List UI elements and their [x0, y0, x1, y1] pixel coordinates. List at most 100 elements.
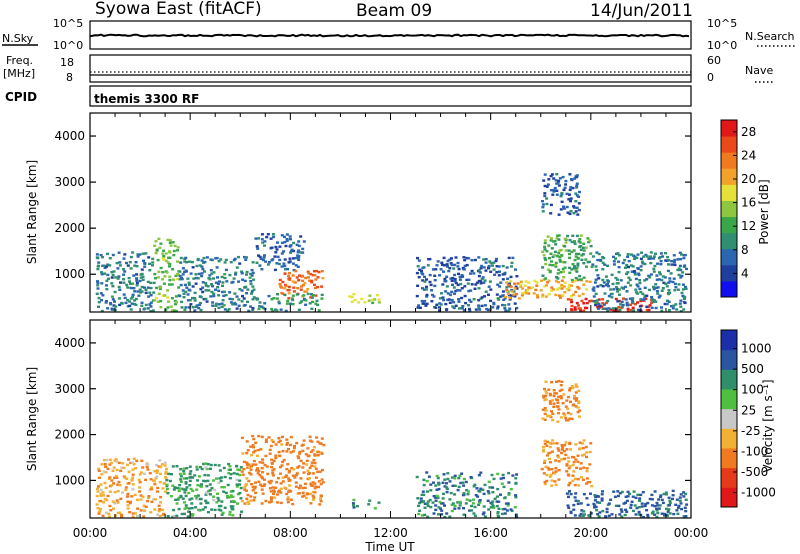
data-cell [630, 500, 634, 503]
data-cell [678, 264, 682, 268]
data-cell [146, 468, 150, 471]
data-cell [465, 278, 469, 282]
data-cell [465, 489, 469, 492]
data-cell [534, 288, 538, 292]
data-cell [571, 186, 575, 190]
data-cell [120, 515, 124, 518]
data-cell [626, 495, 630, 498]
x-tick-label: 12:00 [373, 526, 408, 540]
colorbar-swatch [721, 120, 737, 137]
data-cell [501, 473, 505, 477]
data-cell [304, 496, 308, 500]
data-cell [136, 498, 139, 502]
data-cell [144, 288, 148, 292]
data-cell [678, 496, 682, 499]
data-cell [553, 263, 557, 267]
data-cell [470, 283, 474, 286]
data-cell [438, 500, 442, 504]
data-cell [649, 273, 653, 276]
data-cell [311, 300, 315, 304]
nsearch-tick-bottom: 10^0 [707, 39, 737, 52]
data-cell [311, 498, 315, 501]
data-cell [505, 288, 509, 292]
data-cell [221, 299, 225, 302]
data-cell [242, 297, 246, 300]
data-cell [261, 492, 265, 495]
data-cell [182, 467, 186, 470]
data-cell [210, 290, 214, 294]
data-cell [299, 459, 303, 463]
data-cell [249, 499, 253, 502]
data-cell [309, 482, 313, 485]
data-cell [144, 303, 148, 307]
data-cell [513, 282, 517, 285]
data-cell [105, 458, 109, 462]
data-cell [665, 302, 669, 306]
data-cell [556, 456, 560, 459]
colorbar-swatch [721, 349, 737, 370]
data-cell [182, 292, 186, 295]
data-cell [193, 299, 197, 302]
data-cell [581, 454, 584, 457]
data-cell [251, 261, 255, 264]
data-cell [256, 454, 259, 457]
data-cell [135, 459, 139, 463]
data-cell [655, 509, 659, 512]
data-cell [489, 299, 493, 303]
data-cell [493, 273, 497, 276]
data-cell [217, 464, 221, 467]
data-cell [594, 303, 598, 307]
data-cell [448, 498, 452, 501]
data-cell [109, 461, 113, 465]
data-cell [221, 290, 224, 294]
data-cell [545, 197, 549, 200]
data-cell [220, 513, 224, 516]
data-cell [267, 294, 271, 298]
data-cell [148, 472, 152, 475]
data-cell [576, 502, 580, 505]
data-cell [547, 468, 551, 471]
data-cell [507, 493, 511, 496]
data-cell [441, 283, 445, 286]
data-cell [312, 270, 316, 273]
data-cell [501, 508, 505, 511]
data-cell [627, 259, 631, 263]
data-cell [675, 308, 679, 311]
data-cell [191, 476, 195, 479]
data-cell [639, 269, 643, 272]
data-cell [436, 476, 440, 480]
data-cell [316, 276, 320, 279]
data-cell [573, 514, 577, 517]
data-cell [258, 264, 262, 267]
data-cell [561, 175, 565, 179]
data-cell [523, 284, 527, 287]
data-cell [177, 496, 181, 500]
data-cell [205, 256, 209, 259]
data-cell [108, 504, 112, 508]
velocity-data-layer [95, 379, 689, 519]
data-cell [550, 468, 554, 471]
data-cell [569, 492, 573, 496]
data-cell [310, 281, 314, 284]
data-cell [554, 243, 558, 246]
data-cell [375, 294, 379, 297]
data-cell [437, 506, 441, 509]
data-cell [297, 255, 301, 258]
data-cell [585, 469, 589, 473]
data-cell [276, 293, 279, 296]
data-cell [245, 440, 249, 443]
data-cell [491, 491, 495, 494]
colorbar-tick-label: 1000 [741, 342, 772, 356]
data-cell [129, 297, 133, 300]
data-cell [144, 252, 148, 255]
data-cell [434, 306, 438, 309]
data-cell [617, 266, 621, 269]
data-cell [174, 302, 177, 306]
data-cell [446, 472, 450, 475]
data-cell [285, 239, 289, 242]
data-cell [487, 266, 491, 269]
data-cell [568, 266, 572, 270]
data-cell [164, 490, 168, 493]
data-cell [238, 288, 242, 291]
data-cell [629, 503, 633, 507]
